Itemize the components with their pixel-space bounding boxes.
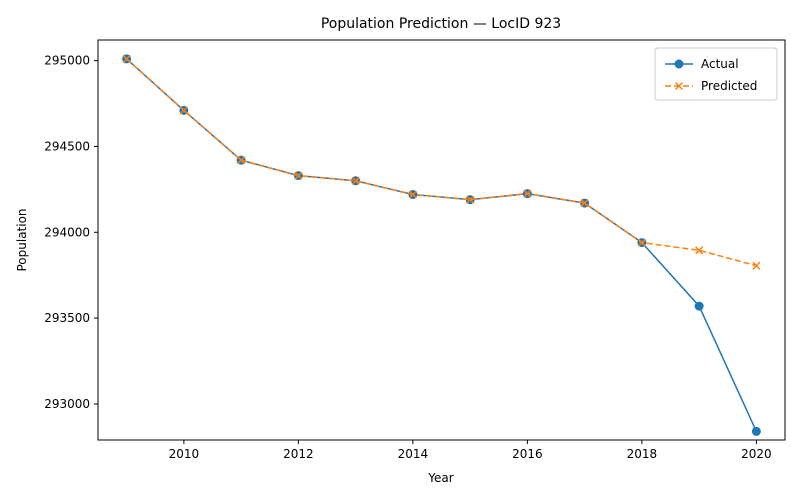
y-tick-label: 293500 — [44, 311, 90, 325]
data-point-predicted — [752, 261, 761, 270]
y-tick-label: 294500 — [44, 139, 90, 153]
chart-title: Population Prediction — LocID 923 — [321, 16, 561, 32]
data-point-predicted — [580, 199, 589, 208]
data-point-predicted — [408, 190, 417, 199]
data-point-actual — [751, 426, 761, 436]
legend-label-actual: Actual — [701, 57, 739, 71]
plot-frame — [97, 39, 786, 441]
legend-marker-actual — [674, 59, 684, 69]
y-tick-label: 295000 — [44, 54, 90, 68]
x-tick-label: 2020 — [741, 447, 772, 461]
x-axis-title: Year — [427, 471, 453, 485]
data-point-predicted — [523, 189, 532, 198]
y-axis-title: Population — [15, 208, 29, 271]
data-point-predicted — [237, 156, 246, 165]
x-tick-label: 2010 — [169, 447, 200, 461]
legend-box — [654, 47, 778, 101]
plot-area: 2010 2012 2014 2016 2018 2020 293000 293500 2940… — [44, 54, 771, 461]
series-line-predicted — [126, 58, 757, 267]
data-point-predicted — [695, 246, 704, 255]
x-tick-label: 2016 — [512, 447, 543, 461]
data-point-predicted — [351, 176, 360, 185]
y-tick-label: 293000 — [44, 397, 90, 411]
data-point-predicted — [294, 171, 303, 180]
data-point-predicted — [122, 54, 131, 63]
legend: Actual Predicted — [654, 47, 778, 101]
legend-label-predicted: Predicted — [701, 79, 757, 93]
data-point-predicted — [637, 238, 646, 247]
legend-marker-predicted — [674, 81, 684, 91]
series-line-actual — [126, 58, 758, 432]
data-point-predicted — [466, 195, 475, 204]
data-point-actual — [694, 301, 704, 311]
data-point-predicted — [179, 106, 188, 115]
x-tick-label: 2014 — [398, 447, 429, 461]
x-tick-label: 2012 — [283, 447, 314, 461]
x-tick-label: 2018 — [627, 447, 658, 461]
y-tick-label: 294000 — [44, 225, 90, 239]
